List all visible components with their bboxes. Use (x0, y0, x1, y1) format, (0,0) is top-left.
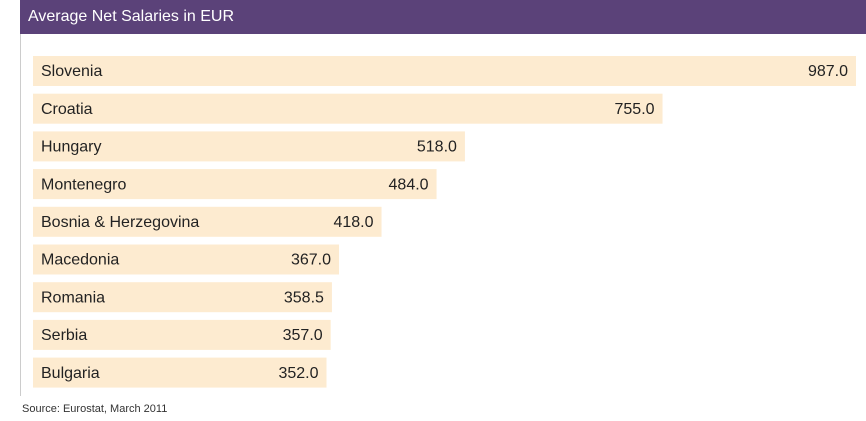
value-label: 418.0 (333, 214, 373, 231)
category-label: Hungary (41, 139, 101, 156)
bar (33, 357, 327, 388)
value-label: 367.0 (291, 252, 331, 269)
bar (33, 206, 382, 237)
source-note: Source: Eurostat, March 2011 (22, 403, 167, 415)
value-label: 357.0 (283, 327, 323, 344)
bar (33, 93, 663, 124)
category-label: Bulgaria (41, 365, 100, 382)
category-label: Montenegro (41, 176, 126, 193)
category-label: Macedonia (41, 252, 119, 269)
category-label: Serbia (41, 327, 87, 344)
bar (33, 169, 437, 200)
bar (33, 131, 465, 162)
value-label: 518.0 (417, 139, 457, 156)
value-label: 358.5 (284, 289, 324, 306)
value-label: 987.0 (808, 63, 848, 80)
bar (33, 319, 331, 350)
value-label: 755.0 (615, 101, 655, 118)
bar (33, 56, 856, 86)
category-label: Bosnia & Herzegovina (41, 214, 199, 231)
title-bar (20, 0, 866, 34)
value-label: 484.0 (389, 176, 429, 193)
bar (33, 244, 340, 275)
bar (33, 282, 332, 313)
category-label: Romania (41, 289, 105, 306)
value-label: 352.0 (278, 365, 318, 382)
chart-title: Average Net Salaries in EUR (28, 8, 234, 25)
category-label: Slovenia (41, 63, 102, 80)
category-label: Croatia (41, 101, 93, 118)
